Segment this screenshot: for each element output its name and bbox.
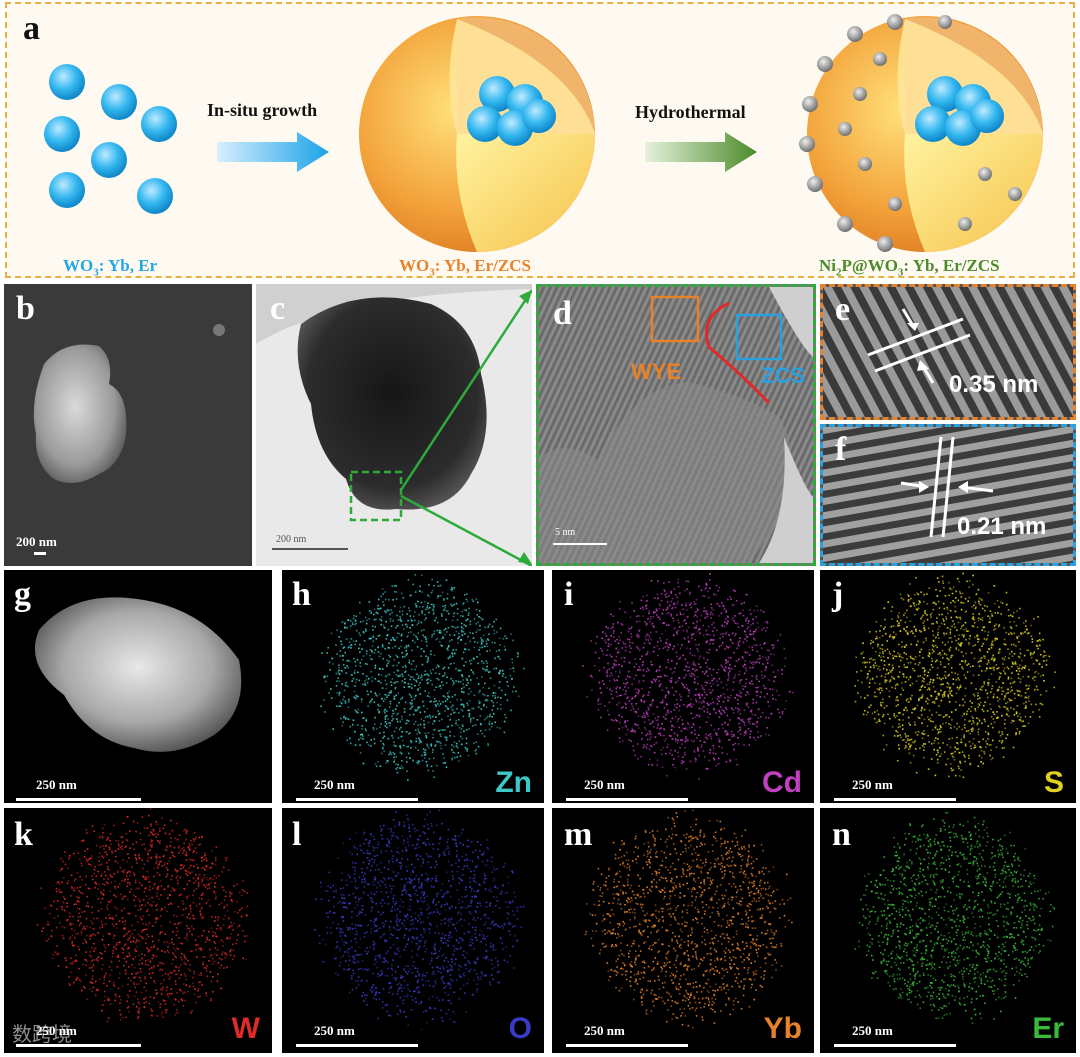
panel-m-yb-map: m 250 nm Yb bbox=[552, 808, 814, 1053]
panel-letter-l: l bbox=[292, 816, 302, 853]
label-zcs: ZCS bbox=[761, 363, 805, 388]
scale-bar bbox=[34, 552, 46, 555]
panel-k-w-map: k 250 nm W 数跨境 bbox=[4, 808, 272, 1053]
arrow-label-hydrothermal: Hydrothermal bbox=[635, 102, 746, 122]
panel-c-tem-image: c 200 nm bbox=[256, 284, 532, 566]
panel-letter-n: n bbox=[832, 816, 851, 853]
panel-letter-b: b bbox=[16, 290, 35, 327]
panel-letter-g: g bbox=[14, 576, 31, 613]
label-wye: WYE bbox=[631, 359, 682, 384]
panel-h-zn-map: h 250 nm Zn bbox=[282, 570, 544, 803]
eds-map bbox=[314, 809, 525, 1031]
ni2p-decorated-sphere bbox=[799, 14, 1043, 252]
panel-letter-i: i bbox=[564, 576, 574, 613]
panel-f-lattice-image: f 0.21 nm bbox=[820, 424, 1076, 566]
ni2p-particles bbox=[799, 14, 1022, 252]
caption-wo3-zcs: WO3: Yb, Er/ZCS bbox=[399, 256, 531, 279]
scale-bar-label: 250 nm bbox=[584, 1023, 625, 1038]
wo3-nanoparticles bbox=[44, 64, 177, 214]
eds-map bbox=[854, 572, 1056, 779]
panel-n-er-map: n 250 nm Er bbox=[820, 808, 1076, 1053]
element-label-er: Er bbox=[1032, 1012, 1064, 1045]
eds-map bbox=[584, 809, 793, 1029]
scale-bar-label: 250 nm bbox=[852, 777, 893, 792]
scale-bar bbox=[834, 798, 956, 801]
scale-bar bbox=[16, 1044, 141, 1047]
panel-letter-h: h bbox=[292, 576, 311, 613]
panel-letter-k: k bbox=[14, 816, 33, 853]
element-label-w: W bbox=[231, 1012, 260, 1045]
panel-letter-d: d bbox=[553, 295, 572, 332]
element-label-cd: Cd bbox=[762, 766, 802, 799]
hydrothermal-arrow bbox=[645, 132, 757, 172]
scale-bar-label: 200 nm bbox=[276, 534, 307, 545]
eds-map bbox=[320, 574, 525, 781]
caption-wo3: WO3: Yb, Er bbox=[63, 256, 158, 279]
element-label-o: O bbox=[508, 1012, 532, 1045]
scale-bar-label: 250 nm bbox=[36, 1023, 77, 1038]
element-label-s: S bbox=[1043, 766, 1064, 799]
element-label-yb: Yb bbox=[763, 1012, 802, 1045]
scale-bar bbox=[296, 1044, 418, 1047]
scale-bar-label: 250 nm bbox=[314, 777, 355, 792]
element-label-zn: Zn bbox=[495, 766, 532, 799]
scale-bar bbox=[16, 798, 141, 801]
panel-l-o-map: l 250 nm O bbox=[282, 808, 544, 1053]
schematic-panel-a: a bbox=[5, 2, 1075, 278]
panel-letter-e: e bbox=[835, 291, 851, 328]
lattice-spacing-e: 0.35 nm bbox=[949, 371, 1039, 398]
scale-bar-label: 5 nm bbox=[555, 527, 576, 538]
eds-map bbox=[36, 808, 249, 1023]
panel-i-cd-map: i 250 nm Cd bbox=[552, 570, 814, 803]
scale-bar bbox=[296, 798, 418, 801]
panel-letter-f: f bbox=[835, 431, 847, 468]
panel-letter-m: m bbox=[564, 816, 593, 853]
scale-bar bbox=[834, 1044, 956, 1047]
scale-bar bbox=[566, 1044, 688, 1047]
panel-j-s-map: j 250 nm S bbox=[820, 570, 1076, 803]
arrow-label-in-situ: In-situ growth bbox=[207, 100, 318, 120]
watermark: 数跨境 bbox=[12, 1022, 72, 1046]
core-shell-sphere bbox=[359, 16, 595, 252]
panel-e-lattice-image: e 0.35 nm bbox=[820, 284, 1076, 420]
caption-ni2p-wo3-zcs: Ni2P@WO3: Yb, Er/ZCS bbox=[819, 256, 1000, 279]
panel-letter-a: a bbox=[23, 10, 40, 47]
schematic-illustration bbox=[44, 14, 1043, 252]
panel-letter-j: j bbox=[832, 576, 844, 613]
panel-letter-c: c bbox=[270, 290, 286, 327]
scale-bar-label: 250 nm bbox=[314, 1023, 355, 1038]
eds-map bbox=[582, 573, 794, 780]
scale-bar-label: 200 nm bbox=[16, 534, 57, 549]
growth-arrow bbox=[217, 132, 329, 172]
eds-map bbox=[854, 812, 1056, 1025]
scale-bar-label: 250 nm bbox=[36, 777, 77, 792]
scale-bar bbox=[566, 798, 688, 801]
scale-bar-label: 250 nm bbox=[852, 1023, 893, 1038]
lattice-spacing-f: 0.21 nm bbox=[957, 513, 1047, 540]
scale-bar-label: 250 nm bbox=[584, 777, 625, 792]
panel-b-sem-image: b 200 nm bbox=[4, 284, 252, 566]
panel-d-hrtem-image: d WYE ZCS 5 nm bbox=[536, 284, 816, 566]
panel-g-haadf-image: g 250 nm bbox=[4, 570, 272, 803]
